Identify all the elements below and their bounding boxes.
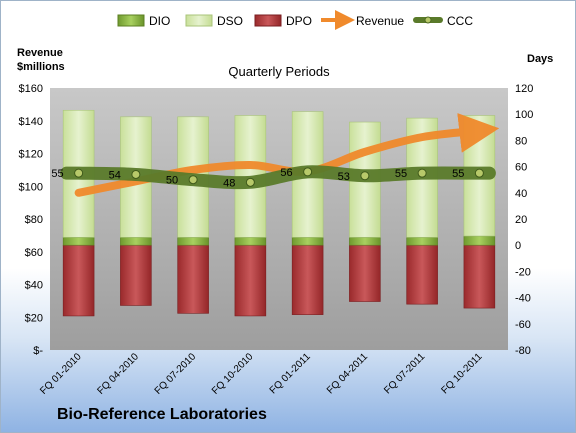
- ccc-data-label: 55: [452, 168, 464, 180]
- ccc-data-label: 48: [223, 177, 235, 189]
- legend-label-dso: DSO: [217, 14, 243, 28]
- bar-dio: [291, 237, 324, 246]
- ccc-data-label: 55: [51, 168, 63, 180]
- x-axis-labels: FQ 01-2010 FQ 04-2010 FQ 07-2010 FQ 10-2010…: [38, 351, 485, 397]
- y-tick-right: -60: [515, 319, 531, 331]
- ccc-point: [245, 177, 255, 187]
- ccc-point: [303, 167, 313, 177]
- x-tick-label: FQ 04-2011: [325, 351, 370, 396]
- x-tick-label: FQ 10-2011: [440, 351, 485, 396]
- bar-dio: [62, 237, 95, 246]
- y-tick-left: $140: [19, 116, 43, 128]
- y-axis-left-title-line2: $millions: [17, 61, 65, 73]
- y-tick-right: 100: [515, 109, 533, 121]
- legend-label-dio: DIO: [149, 14, 170, 28]
- legend-swatch-dso: [185, 14, 213, 27]
- ccc-data-label: 55: [395, 168, 407, 180]
- y-tick-left: $120: [19, 149, 43, 161]
- x-tick-label: FQ 01-2010: [38, 351, 84, 397]
- bar-dpo: [62, 244, 95, 317]
- x-tick-label: FQ 04-2010: [95, 351, 141, 397]
- y-tick-right: -80: [515, 345, 531, 357]
- y-tick-right: 60: [515, 162, 527, 174]
- x-tick-label: FQ 01-2011: [268, 351, 313, 396]
- ccc-point: [188, 175, 198, 185]
- ccc-point: [417, 168, 427, 178]
- ccc-point: [474, 168, 484, 178]
- legend: DIO DSO DPO Revenue CCC: [117, 10, 473, 30]
- ccc-data-label: 50: [166, 175, 178, 187]
- bar-dio: [406, 237, 438, 246]
- legend-label-dpo: DPO: [286, 14, 312, 28]
- y-tick-right: 120: [515, 83, 533, 95]
- y-tick-right: 40: [515, 188, 527, 200]
- y-tick-left: $40: [25, 280, 43, 292]
- company-title: Bio-Reference Laboratories: [57, 406, 267, 423]
- bar-dpo: [463, 244, 496, 309]
- legend-swatch-dpo: [254, 14, 282, 27]
- bar-dio: [120, 237, 152, 246]
- y-tick-right: -20: [515, 266, 531, 278]
- legend-swatch-dio: [117, 14, 145, 27]
- ccc-point: [131, 169, 141, 179]
- x-tick-label: FQ 07-2011: [382, 351, 427, 396]
- bar-dio: [177, 237, 209, 246]
- ccc-data-label: 53: [338, 171, 350, 183]
- bar-dpo: [349, 244, 381, 302]
- ccc-series: 55 54 50 48 56 53 55 55: [51, 165, 496, 189]
- legend-label-ccc: CCC: [447, 14, 473, 28]
- y-tick-left: $60: [25, 247, 43, 259]
- bar-dpo: [120, 244, 152, 306]
- y-axis-right-ticks: -80 -60 -40 -20 0 20 40 60 80 100 120: [515, 83, 533, 357]
- bar-dio: [234, 237, 267, 246]
- ccc-data-label: 56: [280, 167, 292, 179]
- y-tick-left: $80: [25, 214, 43, 226]
- y-axis-right-title: Days: [527, 53, 553, 65]
- y-axis-left-title-line1: Revenue: [17, 47, 63, 59]
- x-tick-label: FQ 07-2010: [153, 351, 199, 397]
- bar-dpo: [406, 244, 438, 305]
- y-tick-left: $100: [19, 181, 43, 193]
- ccc-point: [360, 171, 370, 181]
- ccc-data-label: 54: [109, 169, 121, 181]
- bar-dpo: [177, 244, 209, 314]
- bar-dio: [463, 235, 496, 246]
- y-axis-left-ticks: $- $20 $40 $60 $80 $100 $120 $140 $160: [19, 83, 44, 357]
- chart-title: Quarterly Periods: [228, 64, 330, 79]
- bar-dio: [349, 237, 381, 246]
- y-tick-right: 0: [515, 240, 521, 252]
- y-tick-right: -40: [515, 293, 531, 305]
- y-tick-right: 20: [515, 214, 527, 226]
- y-tick-right: 80: [515, 135, 527, 147]
- plot-area: [50, 88, 508, 350]
- y-tick-left: $160: [19, 83, 43, 95]
- y-tick-left: $20: [25, 312, 43, 324]
- y-tick-left: $-: [33, 345, 43, 357]
- bar-dpo: [234, 244, 267, 317]
- legend-label-revenue: Revenue: [356, 14, 404, 28]
- bar-dpo: [291, 244, 324, 315]
- x-tick-label: FQ 10-2010: [210, 351, 256, 397]
- ccc-point: [74, 168, 84, 178]
- legend-marker-ccc: [424, 16, 432, 24]
